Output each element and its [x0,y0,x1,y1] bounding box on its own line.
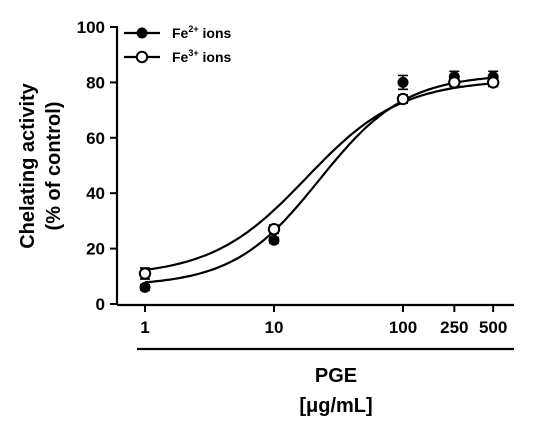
legend-marker-open [135,50,149,64]
y-tick-label: 20 [86,240,105,259]
data-points [138,70,500,293]
data-point-fe3 [396,92,410,106]
x-tick-label: 10 [265,318,284,337]
data-point-fe3 [448,76,461,89]
legend-label: Fe3+ ions [172,48,231,65]
data-point-fe2 [268,234,280,246]
y-axis-subtitle: (% of control) [43,102,65,231]
legend: Fe2+ ions Fe3+ ions [124,24,231,65]
legend-label: Fe2+ ions [172,24,231,41]
x-tick-label: 1 [140,318,149,337]
x-axis-title: PGE [315,365,357,387]
legend-marker-filled [136,27,148,39]
x-axis-unit: [μg/mL] [299,395,372,417]
x-tick-label: 250 [440,318,468,337]
fit-curves [144,76,494,284]
x-tick-label: 100 [389,318,417,337]
data-point-fe2 [139,281,151,293]
x-tick-label: 500 [479,318,507,337]
y-tick-label: 0 [96,295,105,314]
y-axis-title: Chelating activity [17,82,39,248]
y-tick-label: 60 [86,129,105,148]
fit-curve-series-2 [144,82,494,271]
fit-curve-series-1 [144,76,494,284]
axes: 0 20 40 60 80 100 1 10 100 250 500 [77,18,514,351]
data-point-fe3 [267,223,281,236]
y-tick-label: 80 [86,73,105,92]
data-point-fe2 [397,76,409,88]
y-tick-label: 100 [77,18,105,37]
data-point-fe3 [486,76,500,89]
y-tick-label: 40 [86,184,105,203]
data-point-fe3 [138,267,152,280]
